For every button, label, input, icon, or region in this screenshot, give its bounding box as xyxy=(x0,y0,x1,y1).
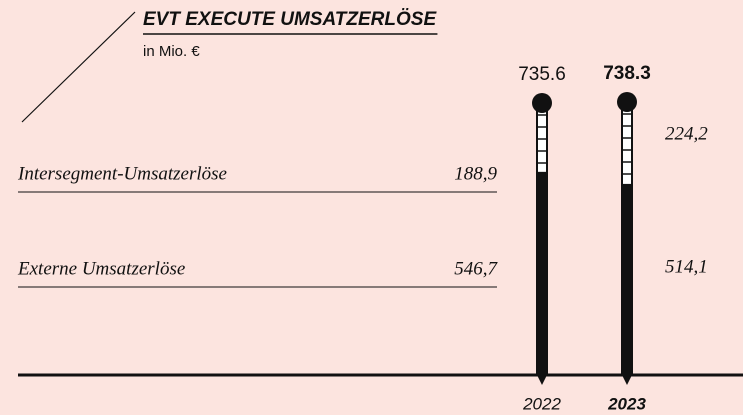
bar-segment xyxy=(621,183,633,376)
bar-tip xyxy=(537,375,547,385)
bar-segment xyxy=(536,171,548,376)
chart-title: EVT EXECUTE UMSATZERLÖSE xyxy=(143,9,437,30)
decor-line xyxy=(21,11,136,123)
x-tick-label: 2023 xyxy=(607,394,646,413)
bulb xyxy=(532,92,552,113)
bar-tip xyxy=(622,375,632,385)
chart-subtitle: in Mio. € xyxy=(143,43,200,60)
value-label: 546,7 xyxy=(454,258,498,279)
legend-label: Intersegment-Umsatzerlöse xyxy=(17,163,227,184)
bulb xyxy=(617,92,637,112)
value-label: 514,1 xyxy=(665,256,708,277)
total-label: 738.3 xyxy=(603,63,651,84)
value-label: 188,9 xyxy=(454,163,497,184)
value-label: 224,2 xyxy=(665,123,708,144)
total-label: 735.6 xyxy=(518,64,566,85)
legend-label: Externe Umsatzerlöse xyxy=(17,258,185,279)
x-tick-label: 2022 xyxy=(522,394,561,413)
